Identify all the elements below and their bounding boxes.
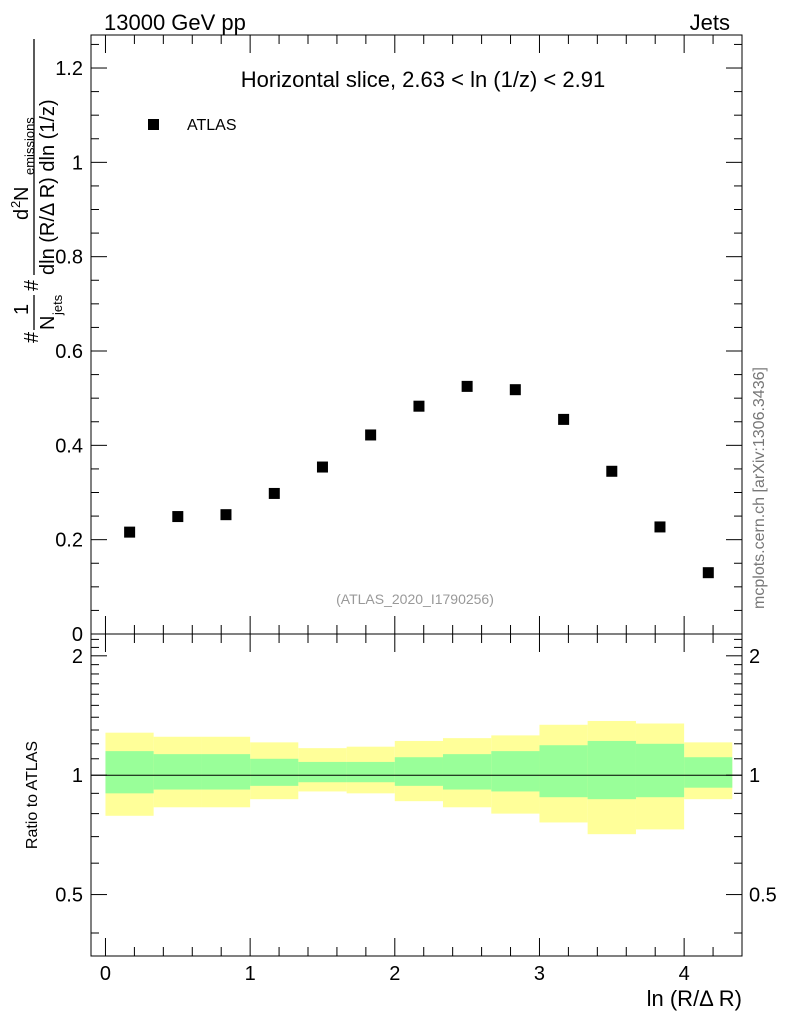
ratio-y-axis-label: Ratio to ATLAS: [24, 741, 41, 849]
ratio-y-tick-label-right: 0.5: [749, 885, 777, 907]
inner-band-bin: [684, 757, 733, 788]
inner-band-bin: [539, 745, 588, 798]
data-point-atlas: [316, 461, 328, 473]
main-y-tick-label: 0: [72, 624, 83, 646]
data-point-atlas: [413, 400, 425, 412]
data-point-atlas: [606, 465, 618, 477]
data-point-atlas: [220, 509, 232, 521]
main-title: Horizontal slice, 2.63 < ln (1/z) < 2.91: [241, 67, 605, 92]
legend-marker-atlas: [148, 119, 159, 130]
ylabel-frac2-num-d: d: [11, 209, 33, 220]
ylabel-frac1-num: 1: [11, 304, 33, 315]
x-tick-label: 1: [245, 963, 256, 985]
inner-band-bin: [491, 751, 540, 792]
inner-band-bin: [250, 758, 299, 786]
main-panel: 0 0.2 0.4 0.6 0.8 1 1.2 Horizontal slice, 2.63…: [8, 34, 743, 646]
main-y-axis-label: # 1 N jets # d 2 N emissions dln (R/Δ R)…: [8, 39, 65, 343]
data-point-atlas: [702, 567, 714, 579]
ylabel-frac2-num-sup: 2: [8, 201, 23, 208]
legend: ATLAS: [148, 117, 237, 134]
ylabel-frac2-num-sub: emissions: [22, 117, 37, 175]
data-point-atlas: [558, 413, 570, 425]
data-point-atlas: [268, 487, 280, 499]
legend-label-atlas: ATLAS: [187, 117, 237, 134]
ylabel-hash-1: #: [21, 331, 43, 343]
main-y-tick-label: 0.2: [55, 530, 83, 552]
ylabel-frac2-num-main: N: [11, 187, 33, 201]
data-point-atlas: [172, 511, 184, 523]
inner-band-bin: [298, 761, 347, 783]
ratio-y-tick-label: 2: [72, 646, 83, 668]
side-credit: mcplots.cern.ch [arXiv:1306.3436]: [751, 367, 768, 609]
ratio-panel: 0.5 0.5 1 1 2 2 0 1 2 3 4 Ratio to ATLAS ln (R/Δ …: [24, 633, 777, 1011]
ratio-y-tick-label: 0.5: [55, 885, 83, 907]
data-point-atlas: [124, 526, 136, 538]
inner-band-bin: [442, 754, 492, 790]
x-tick-label: 3: [534, 963, 545, 985]
main-y-tick-label: 0.6: [55, 341, 83, 363]
ratio-y-tick-label-right: 1: [749, 765, 760, 787]
inner-band-bin: [635, 743, 685, 798]
inner-band-bin: [587, 740, 636, 800]
x-tick-label: 2: [389, 963, 400, 985]
inner-band-bin: [153, 754, 202, 790]
main-y-tick-label: 0.8: [55, 247, 83, 269]
ylabel-frac1-den: N: [37, 316, 59, 330]
ylabel-hash-2: #: [21, 279, 43, 291]
energy-label: 13000 GeV pp: [104, 10, 246, 35]
inner-band-bin: [201, 754, 251, 790]
main-y-tick-label: 1.2: [55, 58, 83, 80]
x-tick-label: 4: [679, 963, 690, 985]
inner-band-bin: [394, 757, 443, 786]
ratio-y-tick-label-right: 2: [749, 646, 760, 668]
inner-band-bin: [346, 761, 395, 783]
process-label: Jets: [690, 10, 730, 35]
main-y-tick-label: 0.4: [55, 435, 83, 457]
data-point-atlas: [654, 521, 666, 533]
inner-band-bin: [105, 751, 154, 794]
x-tick-label: 0: [100, 963, 111, 985]
ratio-y-tick-label: 1: [72, 765, 83, 787]
data-point-atlas: [509, 384, 521, 396]
data-point-atlas: [461, 380, 473, 392]
ylabel-frac1-den-sub: jets: [50, 294, 65, 316]
data-point-atlas: [365, 429, 377, 441]
main-y-tick-label: 1: [72, 152, 83, 174]
ylabel-frac2-den: dln (R/Δ R) dln (1/z): [37, 99, 59, 275]
ratio-frame: [90, 633, 743, 957]
analysis-watermark: (ATLAS_2020_I1790256): [336, 591, 494, 607]
x-axis-label: ln (R/Δ R): [647, 986, 742, 1011]
